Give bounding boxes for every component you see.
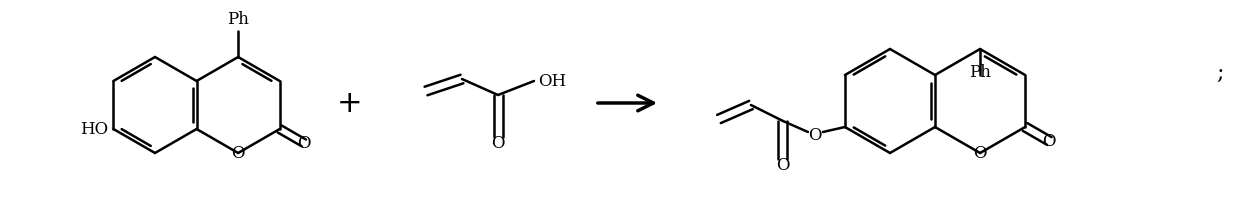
Text: O: O [776, 157, 790, 174]
Text: O: O [491, 134, 505, 151]
Text: O: O [973, 144, 987, 161]
Text: ;: ; [1216, 62, 1224, 84]
Text: O: O [298, 134, 311, 151]
Text: O: O [232, 144, 244, 161]
Text: +: + [337, 88, 363, 118]
Text: HO: HO [81, 121, 108, 138]
Text: O: O [1043, 132, 1056, 150]
Text: OH: OH [538, 72, 567, 89]
Text: O: O [808, 127, 822, 144]
Text: Ph: Ph [227, 11, 249, 28]
Text: Ph: Ph [970, 64, 991, 81]
